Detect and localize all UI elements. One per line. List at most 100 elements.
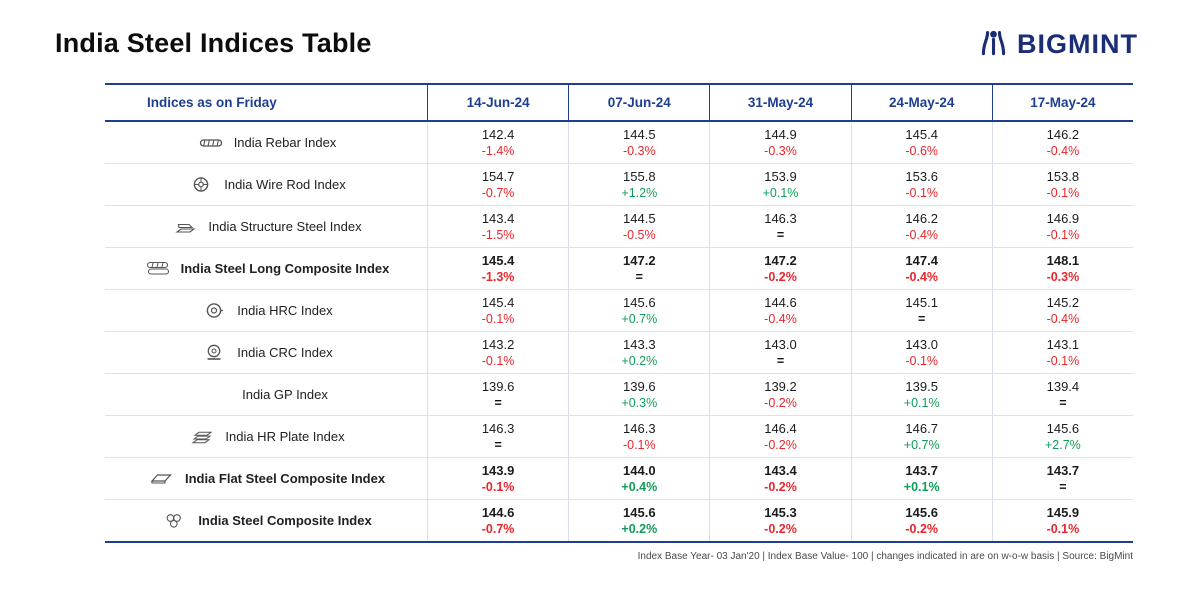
data-cell: 146.7 +0.7%	[850, 416, 992, 458]
wow-change: +0.1%	[903, 480, 940, 495]
wow-change: -0.1%	[1046, 522, 1080, 537]
table-row: India Flat Steel Composite Index 143.9 -0.…	[105, 457, 1133, 500]
data-cell: 155.8 +1.2%	[568, 164, 709, 206]
index-value: 143.1	[1046, 337, 1080, 353]
index-value: 145.1	[905, 295, 938, 311]
table-row: India Wire Rod Index 154.7 -0.7% 155.8 +1.2%…	[105, 163, 1133, 206]
wow-change: -0.2%	[764, 480, 797, 495]
index-value: 146.9	[1046, 211, 1080, 227]
data-cell: 146.2 -0.4%	[991, 122, 1133, 164]
index-value: 139.5	[905, 379, 938, 395]
wow-change: -0.1%	[622, 438, 656, 453]
index-value: 144.5	[623, 211, 656, 227]
index-value: 144.0	[623, 463, 656, 479]
index-value: 154.7	[481, 169, 515, 185]
index-value: 155.8	[623, 169, 656, 185]
index-value: 146.3	[623, 421, 656, 437]
wow-change: -0.2%	[764, 396, 797, 411]
index-value: 145.4	[481, 253, 515, 269]
page: India Steel Indices Table BIGMINT Indice…	[0, 0, 1200, 563]
index-value: 144.9	[764, 127, 797, 143]
index-label-cell: India CRC Index	[105, 332, 427, 373]
table-row: India GP Index 139.6 = 139.6 +0.3% 139.2 -0.2%…	[105, 373, 1133, 416]
data-cell: 139.4 =	[991, 374, 1133, 416]
column-header-date: 07-Jun-24	[568, 85, 709, 120]
index-value: 139.2	[764, 379, 797, 395]
index-value: 143.4	[481, 211, 515, 227]
data-cell: 146.9 -0.1%	[991, 206, 1133, 248]
index-value: 143.2	[481, 337, 515, 353]
data-cell: 146.4 -0.2%	[709, 416, 850, 458]
index-value: 145.2	[1046, 295, 1080, 311]
wow-change: -0.1%	[1046, 354, 1080, 369]
table-row: India HRC Index 145.4 -0.1% 145.6 +0.7% 144.6…	[105, 289, 1133, 332]
wow-change: =	[494, 438, 502, 453]
data-cell: 146.2 -0.4%	[850, 206, 992, 248]
index-value: 145.4	[905, 127, 938, 143]
index-value: 145.4	[481, 295, 515, 311]
row-label: India Rebar Index	[233, 135, 337, 151]
table-row: India CRC Index 143.2 -0.1% 143.3 +0.2% 143.0…	[105, 331, 1133, 374]
wow-change: +0.3%	[621, 396, 658, 411]
data-cell: 144.6 -0.4%	[709, 290, 850, 332]
header-bar: India Steel Indices Table BIGMINT	[0, 0, 1200, 61]
data-cell: 146.3 =	[427, 416, 568, 458]
index-label-cell: India Flat Steel Composite Index	[105, 458, 427, 499]
wow-change: -0.3%	[622, 144, 656, 159]
index-label-cell: India GP Index	[105, 374, 427, 415]
row-label: India HR Plate Index	[225, 429, 345, 445]
data-cell: 143.0 -0.1%	[850, 332, 992, 374]
index-label-cell: India Rebar Index	[105, 122, 427, 163]
index-value: 145.6	[905, 505, 938, 521]
index-value: 139.6	[481, 379, 515, 395]
hrc-icon	[201, 302, 227, 319]
structure-steel-icon	[172, 220, 198, 234]
rebar-icon	[198, 136, 224, 150]
data-cell: 153.8 -0.1%	[991, 164, 1133, 206]
wow-change: +0.7%	[621, 312, 658, 327]
wow-change: -1.4%	[481, 144, 515, 159]
index-value: 142.4	[481, 127, 515, 143]
wow-change: -0.1%	[481, 312, 515, 327]
index-value: 147.2	[623, 253, 656, 269]
wow-change: -0.1%	[905, 354, 939, 369]
wow-change: -0.2%	[764, 270, 797, 285]
data-cell: 145.6 +0.7%	[568, 290, 709, 332]
wow-change: +2.7%	[1044, 438, 1081, 453]
wow-change: -0.1%	[481, 480, 515, 495]
wow-change: +0.1%	[903, 396, 940, 411]
index-value: 153.8	[1046, 169, 1080, 185]
index-value: 147.2	[764, 253, 797, 269]
wow-change: -1.3%	[481, 270, 515, 285]
wow-change: +0.2%	[621, 522, 658, 537]
wow-change: +1.2%	[621, 186, 658, 201]
footnote: Index Base Year- 03 Jan'20 | Index Base …	[637, 551, 1133, 563]
column-header-indices: Indices as on Friday	[147, 95, 277, 110]
data-cell: 145.4 -0.1%	[427, 290, 568, 332]
index-value: 145.9	[1046, 505, 1080, 521]
index-label-cell: India HR Plate Index	[105, 416, 427, 457]
data-cell: 144.6 -0.7%	[427, 500, 568, 542]
indices-table: Indices as on Friday 14-Jun-24 07-Jun-24 31…	[105, 83, 1133, 544]
data-cell: 144.9 -0.3%	[709, 122, 850, 164]
wow-change: -0.4%	[905, 228, 939, 243]
wow-change: +0.2%	[621, 354, 658, 369]
index-value: 139.4	[1046, 379, 1080, 395]
wow-change: -0.3%	[1046, 270, 1080, 285]
bigmint-logo: BIGMINT	[976, 28, 1138, 61]
data-cell: 148.1 -0.3%	[991, 248, 1133, 290]
data-cell: 145.6 -0.2%	[850, 500, 992, 542]
index-value: 143.7	[905, 463, 938, 479]
data-cell: 139.6 =	[427, 374, 568, 416]
steel-composite-icon	[162, 513, 188, 529]
table-row: India HR Plate Index 146.3 = 146.3 -0.1% 146.…	[105, 415, 1133, 458]
wow-change: +0.7%	[903, 438, 940, 453]
index-value: 143.3	[623, 337, 656, 353]
table-header-row: Indices as on Friday 14-Jun-24 07-Jun-24 31…	[105, 83, 1133, 122]
index-value: 148.1	[1046, 253, 1080, 269]
table-row: India Steel Long Composite Index 145.4 -1.…	[105, 247, 1133, 290]
row-label: India CRC Index	[237, 345, 333, 361]
data-cell: 146.3 -0.1%	[568, 416, 709, 458]
index-value: 144.6	[764, 295, 797, 311]
table-row: India Rebar Index 142.4 -1.4% 144.5 -0.3% 144…	[105, 122, 1133, 164]
